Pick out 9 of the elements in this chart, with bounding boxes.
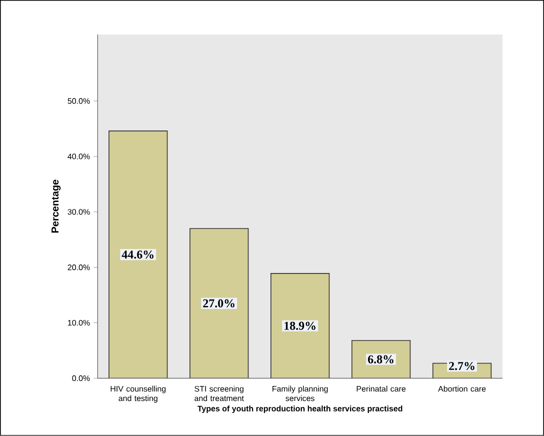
- y-axis-title: Percentage: [52, 180, 61, 233]
- data-label: 6.8%: [368, 355, 394, 364]
- data-label: 2.7%: [449, 362, 474, 370]
- bar: [270, 273, 330, 378]
- bar: [190, 228, 249, 378]
- data-label: 18.9%: [284, 322, 316, 330]
- data-label: 27.0%: [203, 299, 234, 308]
- bar: [108, 130, 168, 378]
- data-label: 44.6%: [122, 250, 154, 259]
